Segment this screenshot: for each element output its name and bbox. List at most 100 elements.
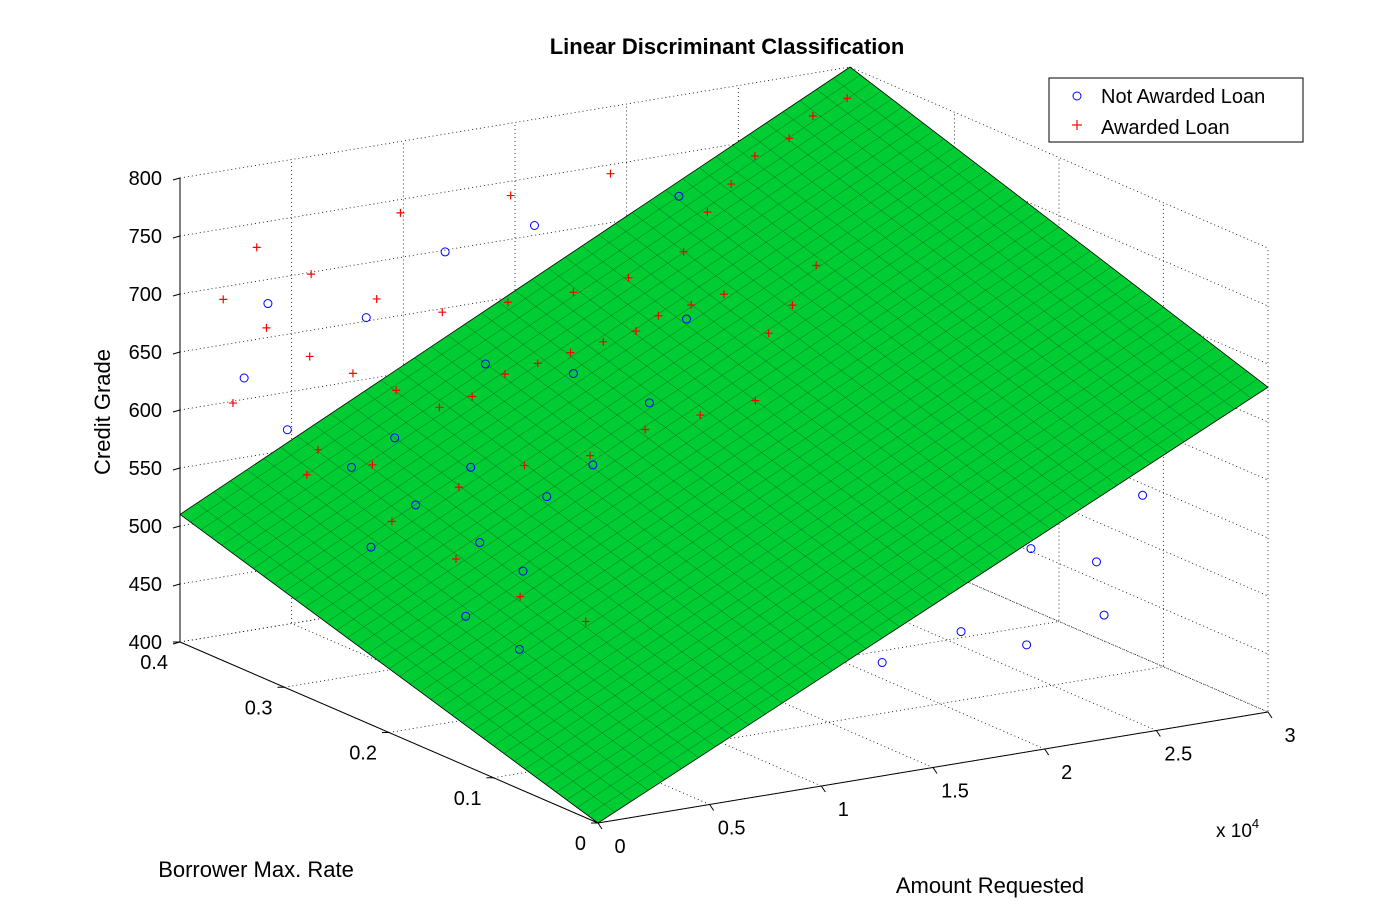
not-awarded-point: [514, 644, 524, 654]
z-axis-label: Credit Grade: [90, 349, 115, 475]
x-axis-exponent-power: 4: [1252, 816, 1259, 831]
z-tick-label: 600: [129, 400, 162, 422]
awarded-point: [569, 288, 578, 297]
surface-mesh-line: [190, 74, 861, 523]
x-gridline: [291, 159, 710, 805]
points-above-surface: [219, 94, 852, 654]
awarded-point: [435, 403, 444, 412]
z-tick: [172, 235, 181, 239]
awarded-point: [368, 460, 377, 469]
awarded-point: [586, 451, 594, 460]
not-awarded-point: [263, 299, 273, 309]
awarded-point: [679, 247, 688, 256]
x-axis-label: Amount Requested: [896, 873, 1084, 898]
z-tick-label: 450: [129, 574, 162, 596]
x-tick: [1044, 748, 1050, 756]
awarded-point: [438, 308, 447, 317]
x-tick-label: 2.5: [1164, 744, 1192, 766]
decision-plane: [179, 66, 1269, 824]
not-awarded-point: [466, 462, 476, 472]
x-tick: [597, 822, 603, 830]
awarded-point: [454, 483, 463, 492]
awarded-point: [219, 295, 228, 304]
not-awarded-point: [411, 500, 421, 510]
awarded-point: [506, 191, 515, 200]
awarded-point: [654, 311, 663, 320]
surface-mesh-line: [615, 223, 1034, 540]
y-gridline: [597, 248, 1269, 824]
x-axis-exponent: x 104: [1216, 816, 1259, 842]
surface-mesh-line: [221, 98, 892, 546]
surface-mesh-line: [732, 145, 1151, 464]
not-awarded-point: [877, 658, 887, 668]
surface-mesh-line: [766, 122, 1185, 442]
x-tick: [1155, 730, 1161, 737]
awarded-point: [641, 425, 650, 434]
awarded-point: [348, 369, 357, 378]
awarded-point: [314, 445, 322, 454]
awarded-point: [696, 411, 705, 420]
surface-mesh-line: [211, 90, 882, 538]
awarded-point: [843, 94, 852, 103]
not-awarded-point: [956, 627, 966, 637]
z-tick-label: 750: [129, 226, 162, 248]
surface-mesh-line: [315, 170, 986, 615]
legend: Not Awarded Loan Awarded Loan: [1048, 77, 1304, 143]
not-awarded-point: [440, 247, 450, 257]
z-tick: [172, 177, 181, 181]
awarded-point: [372, 294, 381, 303]
surface-mesh-line: [581, 245, 1001, 562]
not-awarded-point: [361, 313, 371, 323]
surface-mesh-line: [833, 77, 1252, 399]
awarded-point: [468, 392, 477, 401]
y-tick-label: 0: [575, 833, 586, 855]
z-tick: [172, 525, 181, 529]
awarded-point: [387, 517, 396, 526]
x-tick-label: 2: [1061, 762, 1072, 784]
z-tick-label: 400: [129, 632, 162, 654]
surface-mesh-line: [273, 138, 945, 585]
not-awarded-point: [366, 542, 376, 552]
surface-mesh-line: [326, 178, 997, 623]
surface-mesh-line: [799, 100, 1218, 421]
not-awarded-point: [644, 398, 654, 408]
awarded-point: [606, 169, 615, 178]
awarded-point: [808, 112, 817, 121]
awarded-point: [750, 152, 759, 160]
surface-mesh-line: [242, 114, 913, 561]
surface-mesh-line: [253, 122, 924, 569]
awarded-point: [452, 555, 460, 563]
surface-mesh-line: [816, 89, 1235, 410]
not-awarded-point: [568, 369, 578, 378]
not-awarded-point: [475, 538, 485, 548]
not-awarded-point: [542, 492, 552, 502]
y-tick-label: 0.4: [140, 652, 168, 674]
surface-mesh-line: [632, 212, 1051, 530]
surface-mesh-line: [305, 162, 976, 608]
not-awarded-point: [529, 221, 539, 230]
awarded-point: [566, 348, 575, 357]
awarded-point: [785, 134, 794, 143]
awarded-point: [703, 208, 712, 217]
x-tick: [709, 804, 715, 811]
surface-mesh-line: [232, 106, 903, 554]
awarded-point: [533, 359, 542, 368]
decision-surface: [179, 66, 1269, 824]
legend-label-awarded: Awarded Loan: [1101, 117, 1230, 139]
awarded-point: [228, 399, 237, 408]
not-awarded-point: [518, 566, 528, 576]
awarded-point: [307, 270, 316, 279]
z-tick: [172, 641, 181, 645]
z-tick-label: 650: [129, 342, 162, 364]
awarded-point: [812, 261, 821, 270]
not-awarded-point: [588, 460, 598, 470]
z-tick-label: 550: [129, 458, 162, 480]
surface-mesh-line: [598, 234, 1017, 551]
x-tick-label: 1: [838, 799, 849, 821]
awarded-point: [599, 337, 608, 346]
surface-mesh-line: [200, 82, 872, 531]
awarded-point: [788, 301, 797, 310]
not-awarded-point: [682, 314, 691, 324]
surface-mesh-line: [565, 256, 984, 573]
